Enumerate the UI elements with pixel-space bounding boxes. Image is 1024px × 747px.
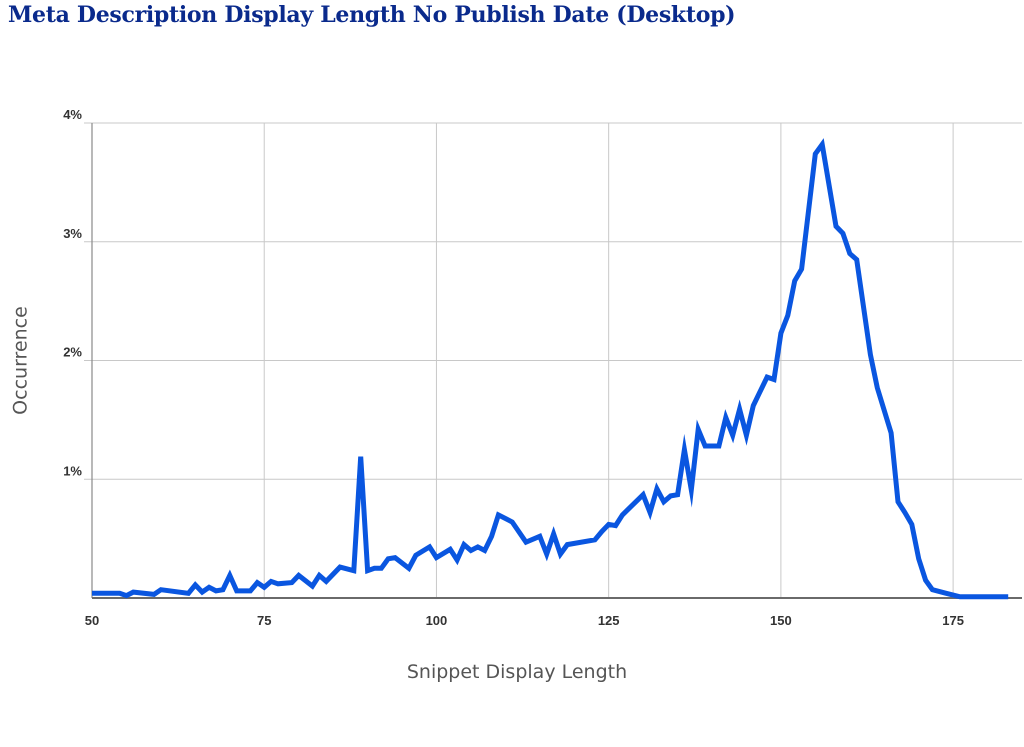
y-axis-label: Occurrence: [10, 306, 32, 415]
series-line: [92, 138, 1009, 600]
y-tick-label: 3%: [63, 226, 82, 241]
y-tick-label: 4%: [63, 107, 82, 122]
x-tick-label: 125: [598, 613, 620, 628]
x-tick-label: 175: [942, 613, 964, 628]
y-tick-label: 2%: [63, 345, 82, 360]
chart-title: Meta Description Display Length No Publi…: [8, 2, 736, 28]
y-tick-label: 1%: [63, 463, 82, 478]
x-axis-label: Snippet Display Length: [407, 661, 627, 683]
x-tick-label: 150: [770, 613, 792, 628]
grid-lines: [84, 122, 1022, 598]
x-tick-label: 75: [257, 613, 271, 628]
x-tick-label: 100: [426, 613, 448, 628]
x-tick-label: 50: [85, 613, 99, 628]
series-lines: [92, 138, 1009, 600]
axes: [91, 123, 1022, 599]
tick-labels: 50 75 100 125 150 175 1% 2% 3% 4%: [63, 107, 964, 628]
